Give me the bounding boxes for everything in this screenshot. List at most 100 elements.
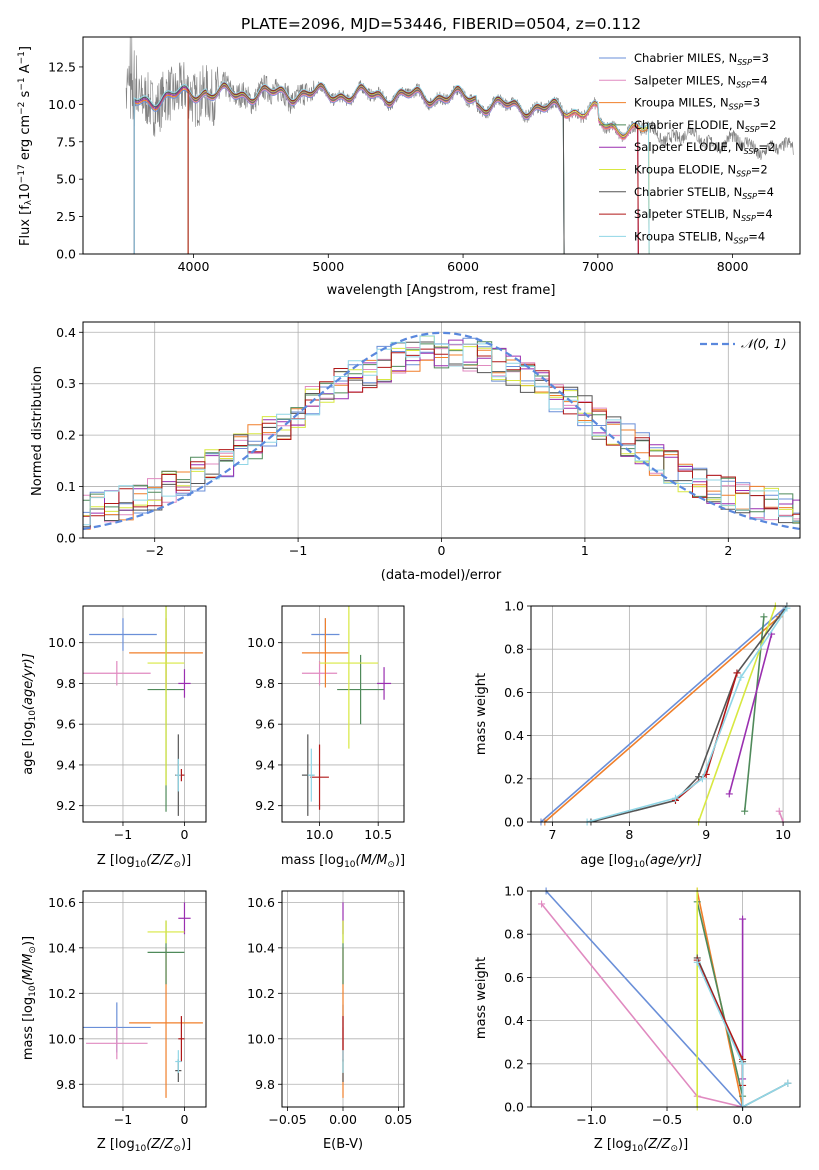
x-tick-label: 0 (438, 543, 446, 558)
y-tick-label: 0.4 (504, 728, 524, 743)
x-tick-label: −1.0 (576, 1112, 606, 1127)
massweight-series-line (697, 605, 777, 823)
error-bar-point (83, 661, 151, 686)
x-tick-label: 4000 (178, 259, 210, 274)
y-tick-label: 9.8 (255, 1077, 275, 1092)
y-tick-label: 9.8 (56, 1077, 76, 1092)
massweight-marker (695, 773, 703, 781)
error-bar-point (175, 1050, 182, 1073)
y-tick-label: 0.8 (504, 642, 524, 657)
error-bar-point (337, 654, 385, 725)
gaussian-reference-line (83, 331, 800, 531)
y-tick-label: 0.0 (504, 1100, 524, 1115)
x-tick-label: 0.00 (329, 1112, 357, 1127)
y-tick-label: 10.6 (247, 895, 275, 910)
massweight-marker (737, 673, 745, 681)
y-tick-label: 10.0 (48, 1031, 76, 1046)
x-tick-label: 7000 (582, 259, 614, 274)
y-tick-label: 9.8 (255, 676, 275, 691)
x-tick-label: 0.0 (733, 1112, 753, 1127)
mass-vs-Z-grid (83, 891, 206, 1107)
massweight-series-line (728, 633, 773, 795)
spectrum-plot-area (125, 37, 794, 254)
massweight-marker (693, 958, 701, 966)
age-vs-mass-plot-area (301, 606, 392, 816)
x-tick-label: 0 (180, 1112, 188, 1127)
y-tick-label: 0.0 (56, 531, 76, 546)
spectrum-model-line (133, 87, 565, 254)
massweight-vs-age-plot-area (537, 602, 791, 826)
x-tick-label: −0.5 (652, 1112, 682, 1127)
legend-label: Salpeter MILES, NSSP=4 (634, 73, 768, 89)
x-tick-label: 5000 (312, 259, 344, 274)
massweight-series-line (778, 810, 784, 823)
massweight-vs-age-grid (531, 605, 800, 823)
age-vs-Z-xlabel: Z [log10(Z/Z⊙)] (97, 853, 191, 870)
legend-label: Kroupa STELIB, NSSP=4 (634, 229, 765, 245)
mass-vs-ebv-xlabel: E(B-V) (323, 1137, 363, 1152)
error-bar-point (178, 902, 191, 935)
y-tick-label: 10.0 (48, 635, 76, 650)
age-vs-Z-ylabel: age [log10(age/yr)] (21, 653, 38, 775)
y-tick-label: 0.2 (56, 428, 76, 443)
residuals-xlabel: (data-model)/error (381, 568, 502, 583)
age-vs-Z-axes: −1 0 9.2 9.4 9.6 9.8 10.0 (48, 605, 207, 842)
y-tick-label: 10.2 (247, 986, 275, 1001)
axes-frame (281, 890, 405, 1108)
residuals-legend: 𝒩(0, 1) (700, 336, 787, 351)
y-tick-label: 9.6 (56, 717, 76, 732)
error-bar-point (310, 744, 329, 810)
massweight-series-line (696, 961, 789, 1109)
spectrum-xlabel: wavelength [Angstrom, rest frame] (327, 283, 556, 298)
spectrum-axes: 4000 5000 6000 7000 8000 0.0 2.5 5.0 7.5 10.0 12.5 (48, 36, 801, 274)
massweight-series-line (540, 605, 788, 823)
massweight-marker (671, 794, 679, 802)
massweight-vs-Z-panel: −1.0 −0.5 0.0 0.0 0.2 0.4 0.6 0.8 1.0 Z [log10(Z… (474, 884, 801, 1154)
massweight-marker (760, 613, 768, 621)
legend-label: Chabrier STELIB, NSSP=4 (634, 185, 774, 201)
axes-frame (82, 890, 207, 1108)
y-tick-label: 10.0 (247, 635, 275, 650)
massweight-series-line (544, 616, 780, 823)
x-tick-label: 10.0 (306, 827, 334, 842)
y-tick-label: 1.0 (504, 884, 524, 899)
massweight-vs-age-panel: 7 8 9 10 0.0 0.2 0.4 0.6 0.8 1.0 age [log10(age/y… (474, 599, 801, 870)
error-bar-point (175, 758, 181, 792)
axes-frame (82, 36, 801, 255)
y-tick-label: 1.0 (504, 599, 524, 614)
mass-vs-Z-axes: −1 0 9.8 10.0 10.2 10.4 10.6 (48, 890, 207, 1127)
y-tick-label: 0.4 (56, 325, 76, 340)
massweight-vs-age-axes: 7 8 9 10 0.0 0.2 0.4 0.6 0.8 1.0 (504, 599, 801, 842)
axes-frame (82, 321, 801, 539)
massweight-marker (725, 790, 733, 798)
residuals-histogram-series (83, 343, 800, 517)
legend-label: Chabrier MILES, NSSP=3 (634, 51, 769, 67)
x-tick-label: −1 (114, 827, 132, 842)
spectrum-ylabel: Flux [fλ10−17 erg cm−2 s−1 A−1] (17, 46, 34, 246)
error-bar-point (178, 1016, 185, 1062)
y-tick-label: 9.6 (255, 717, 275, 732)
mass-vs-Z-ylabel: mass [log10(M/M⊙)] (21, 936, 38, 1060)
axes-frame (530, 605, 801, 823)
mass-vs-ebv-axes: −0.05 0.00 0.05 9.8 10.0 10.2 10.4 10.6 (247, 890, 412, 1127)
y-tick-label: 7.5 (56, 134, 76, 149)
massweight-vs-Z-plot-area (538, 887, 792, 1111)
age-vs-mass-axes: 10.0 10.5 9.2 9.4 9.6 9.8 10.0 (247, 605, 405, 842)
massweight-marker (775, 807, 783, 815)
x-tick-label: 6000 (447, 259, 479, 274)
y-tick-label: 9.4 (56, 757, 76, 772)
x-tick-label: 9 (702, 827, 710, 842)
spectrum-legend: Chabrier MILES, NSSP=3 Salpeter MILES, NS… (599, 51, 776, 245)
y-tick-label: 9.2 (56, 798, 76, 813)
massweight-marker (739, 1060, 747, 1068)
y-tick-label: 0.6 (504, 970, 524, 985)
residuals-histogram-series (83, 335, 800, 526)
age-vs-mass-panel: 10.0 10.5 9.2 9.4 9.6 9.8 10.0 mass [log10(M/M… (247, 605, 405, 870)
spectrum-panel: 4000 5000 6000 7000 8000 0.0 2.5 5.0 7.5 10.0 12.5… (17, 36, 801, 298)
age-vs-mass-xlabel: mass [log10(M/M⊙)] (281, 853, 405, 870)
spectrum-model-line (133, 81, 650, 254)
error-bar-point (89, 618, 157, 651)
axes-frame (281, 605, 405, 823)
age-vs-mass-grid (282, 606, 404, 822)
spectrum-model-line (187, 83, 650, 254)
